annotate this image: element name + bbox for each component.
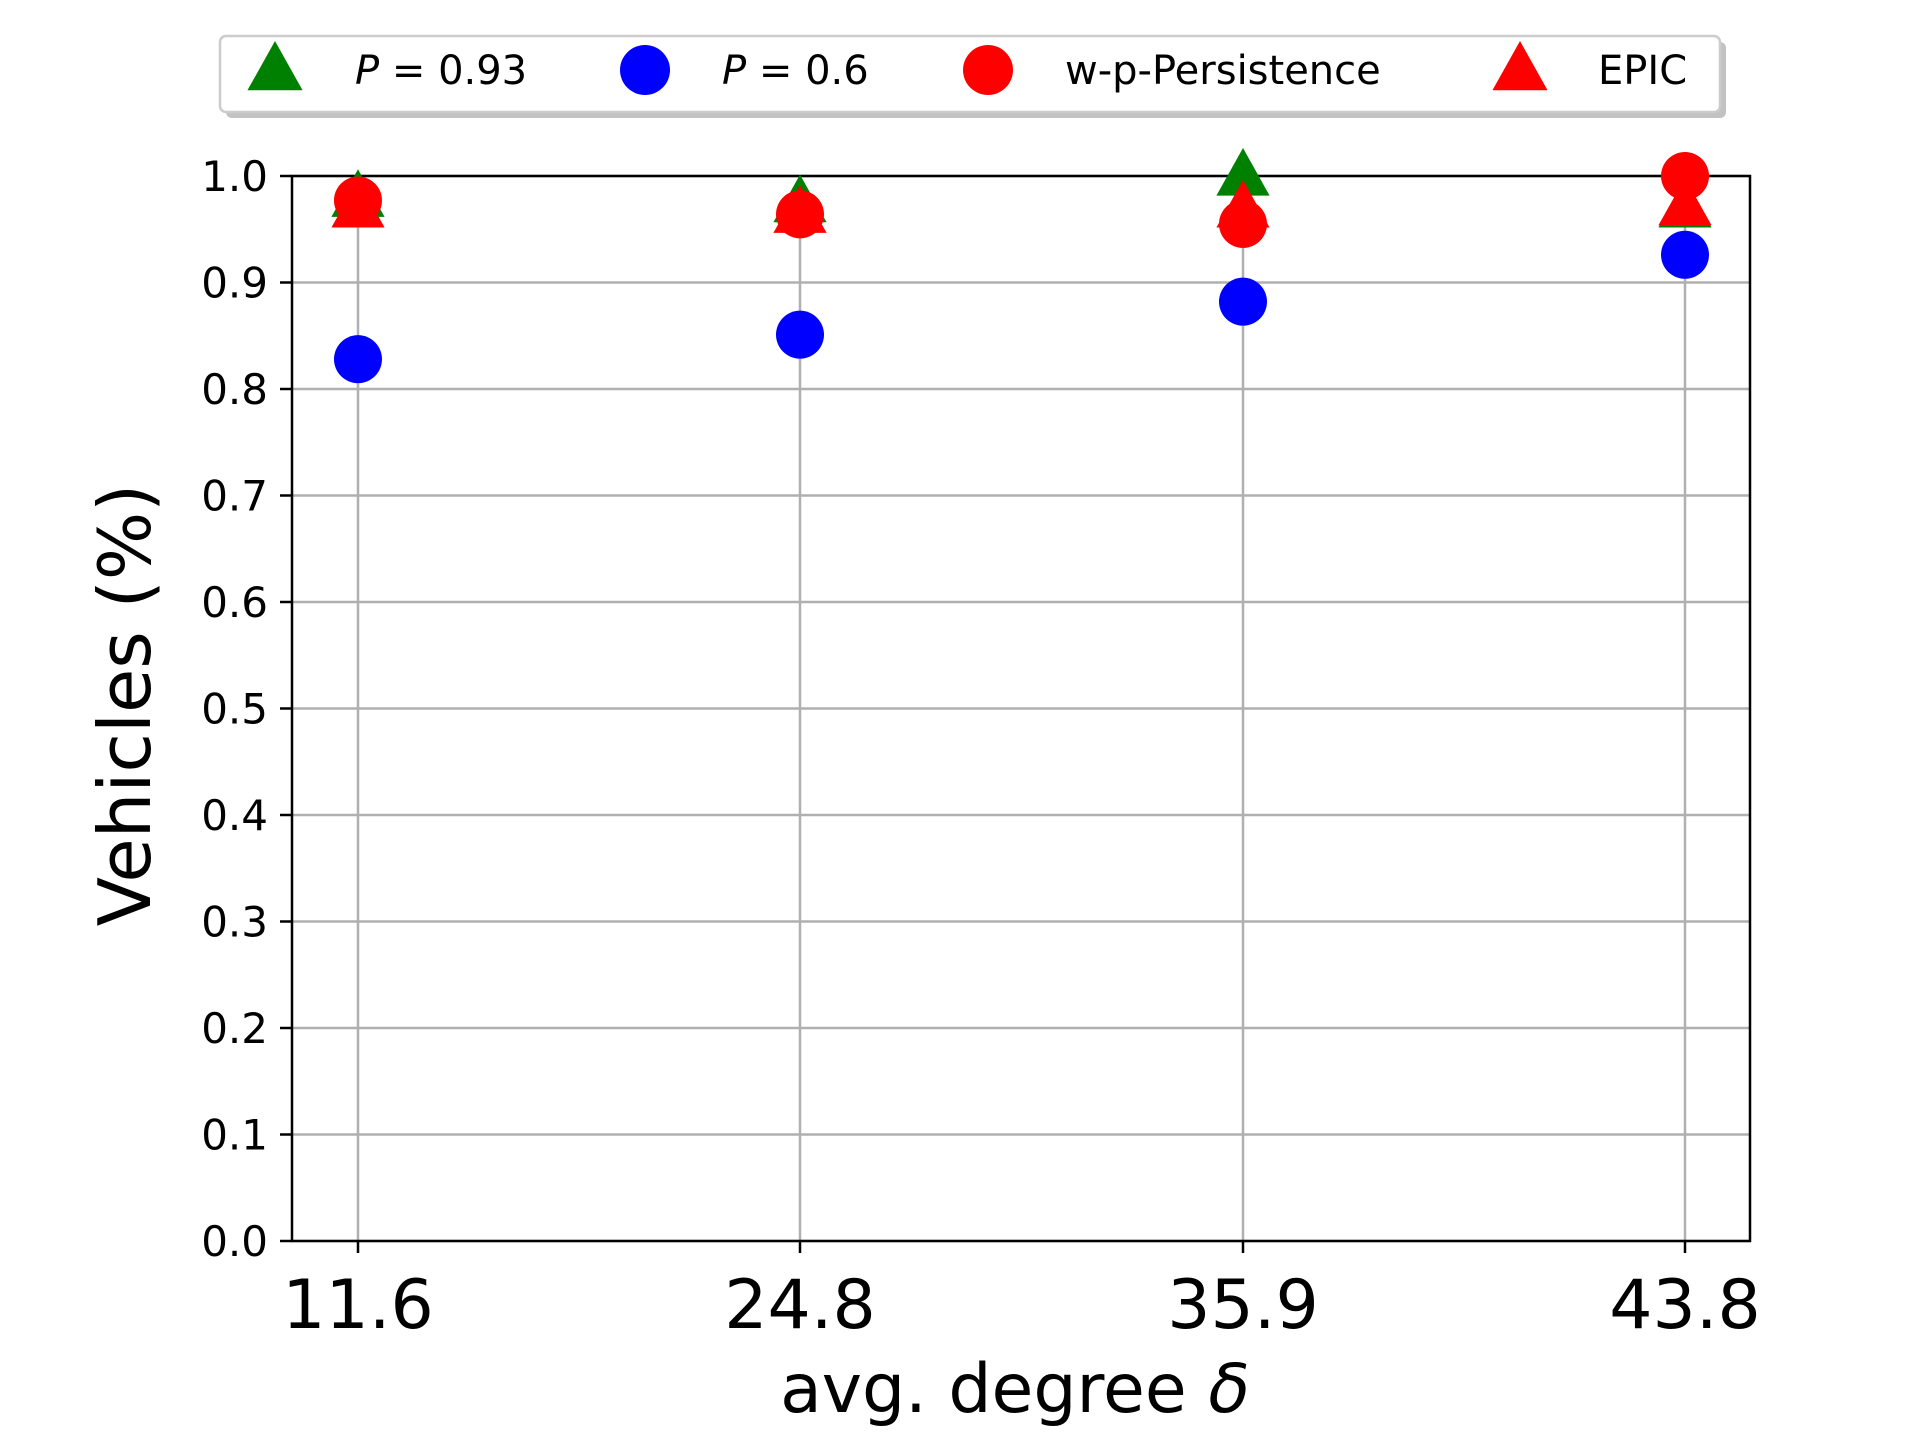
legend: P = 0.93 P = 0.6 w-p-Persistence EPIC [218, 34, 1726, 118]
x-axis-title-text: avg. degree [780, 1350, 1208, 1429]
y-tick-label: 0.5 [201, 685, 268, 734]
y-tick-label: 0.8 [201, 365, 268, 414]
x-tick-label: 43.8 [1609, 1266, 1760, 1345]
legend-p-0-6-label-symbol: P [722, 48, 747, 94]
point-epic-0 [331, 179, 385, 228]
legend-p-0-6-label: P = 0.6 [722, 48, 869, 94]
x-axis: 11.6 24.8 35.9 43.8 [282, 1241, 1761, 1345]
point-p-0-6-3 [1661, 230, 1709, 279]
y-tick-label: 0.1 [201, 1111, 268, 1160]
legend-w-p-persistence-marker [963, 45, 1013, 95]
y-axis-title: Vehicles (%) [83, 484, 167, 926]
y-tick-label: 0.4 [201, 791, 268, 840]
data-points [331, 148, 1712, 384]
point-p-0-93-2 [1216, 148, 1270, 196]
x-tick-label: 11.6 [282, 1266, 433, 1345]
point-p-0-6-1 [776, 310, 824, 359]
y-tick-label: 0.9 [201, 259, 268, 308]
point-p-0-6-2 [1219, 277, 1267, 326]
x-axis-title-symbol: δ [1208, 1350, 1250, 1429]
y-tick-label: 0.2 [201, 1004, 268, 1053]
x-axis-title: avg. degree δ [780, 1350, 1250, 1429]
point-epic-1 [773, 185, 827, 233]
point-epic-2 [1216, 179, 1270, 228]
y-tick-label: 0.0 [201, 1217, 268, 1266]
legend-p-0-6-label-rest: = 0.6 [746, 48, 869, 94]
point-p-0-6-0 [334, 335, 382, 384]
x-tick-label: 35.9 [1167, 1266, 1318, 1345]
point-epic-3 [1658, 177, 1712, 226]
legend-epic-marker [1492, 41, 1548, 91]
y-axis: 0.0 0.1 0.2 0.3 0.4 0.5 0.6 0.7 0.8 0.9 1.0 [201, 152, 292, 1266]
legend-p-0-93-label: P = 0.93 [355, 48, 527, 94]
y-tick-label: 0.6 [201, 578, 268, 627]
legend-p-0-93-label-rest: = 0.93 [379, 48, 527, 94]
point-w-p-persistence-3 [1661, 152, 1709, 200]
legend-p-0-93-label-symbol: P [355, 48, 380, 94]
y-tick-label: 0.7 [201, 472, 268, 521]
legend-epic-label: EPIC [1598, 48, 1687, 94]
y-tick-label: 1.0 [201, 152, 268, 201]
y-tick-label: 0.3 [201, 898, 268, 947]
legend-p-0-93-marker [247, 41, 303, 91]
legend-w-p-persistence-label: w-p-Persistence [1065, 48, 1381, 94]
x-tick-label: 24.8 [724, 1266, 875, 1345]
grid [292, 174, 1750, 1243]
legend-p-0-6-marker [620, 45, 670, 95]
